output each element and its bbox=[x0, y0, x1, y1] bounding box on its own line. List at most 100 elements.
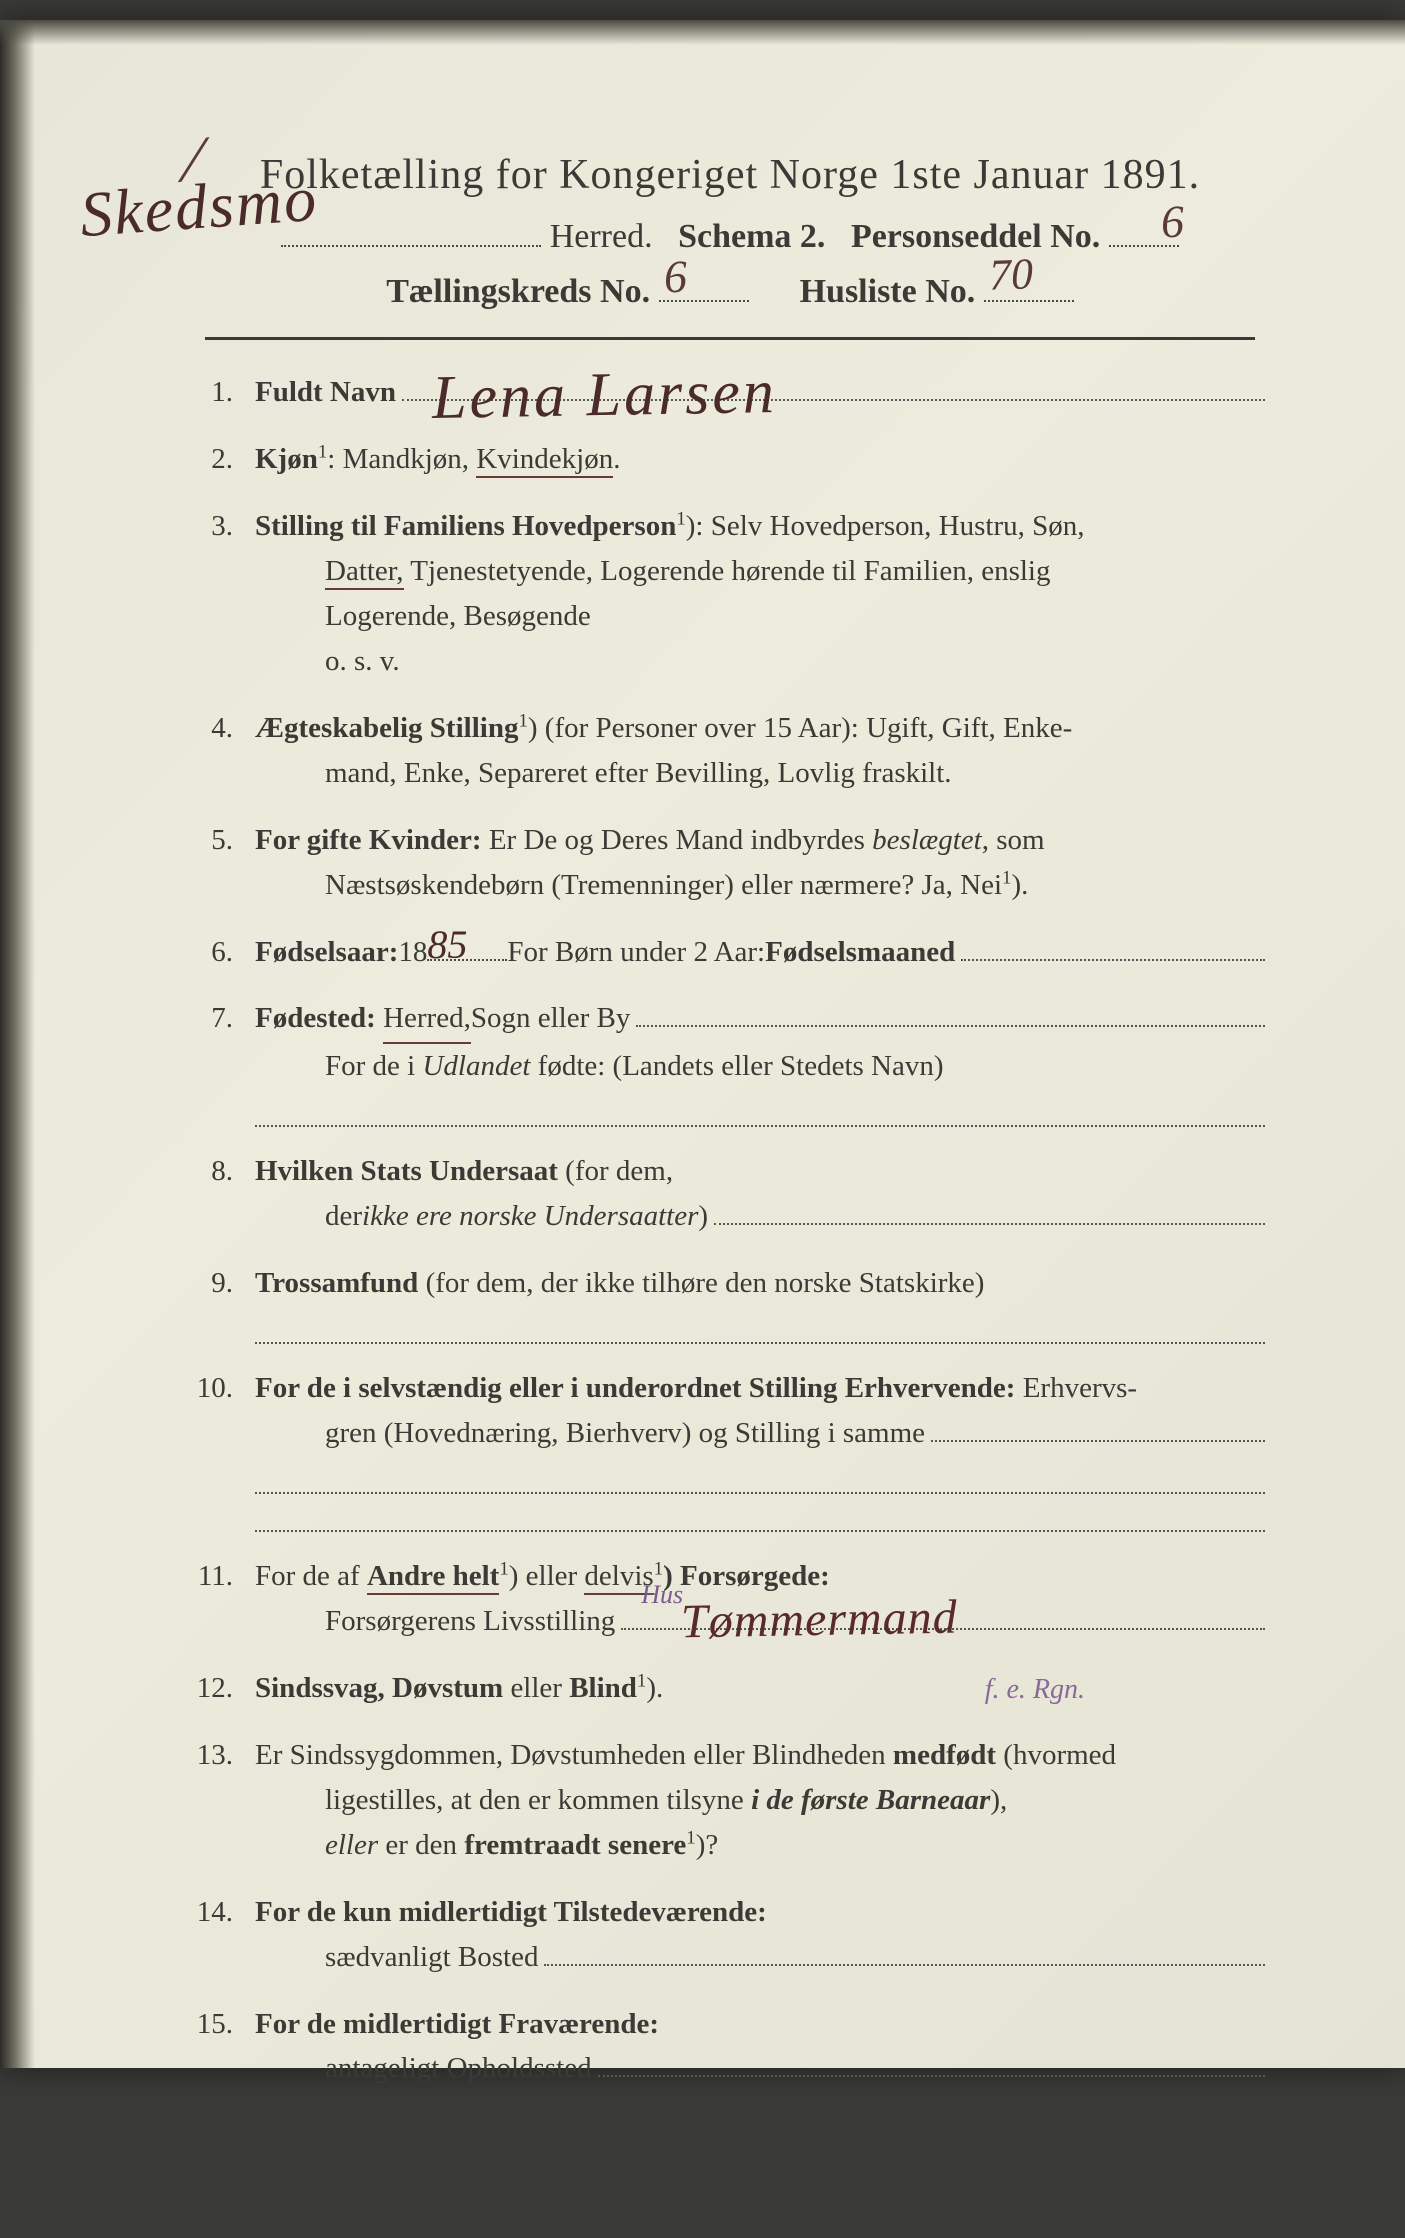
kreds-slot: 6 bbox=[659, 268, 749, 302]
label-opholdssted: antageligt Opholdssted bbox=[325, 2046, 592, 2091]
sup: 1 bbox=[499, 1558, 508, 1579]
dotted-line bbox=[255, 1099, 1265, 1127]
item-body: Trossamfund (for dem, der ikke tilhøre d… bbox=[255, 1261, 1265, 1344]
item-body: For de kun midlertidigt Tilstedeværende:… bbox=[255, 1890, 1265, 1980]
text: (for dem, der ikke tilhøre den norske St… bbox=[418, 1267, 984, 1299]
text: (for dem, bbox=[558, 1155, 673, 1187]
sup: 1 bbox=[637, 1670, 646, 1691]
text: For Børn under 2 Aar: bbox=[507, 930, 765, 975]
form-header: Folketælling for Kongeriget Norge 1ste J… bbox=[175, 150, 1285, 319]
item-8: 8. Hvilken Stats Undersaat (for dem, der… bbox=[185, 1149, 1265, 1239]
item-body: For de i selvstændig eller i underordnet… bbox=[255, 1366, 1265, 1532]
label-trossamfund: Trossamfund bbox=[255, 1267, 418, 1299]
item-3: 3. Stilling til Familiens Hovedperson1):… bbox=[185, 504, 1265, 684]
handwritten-personseddel-no: 6 bbox=[1159, 185, 1185, 259]
label-sindssvag: Sindssvag, Døvstum bbox=[255, 1672, 503, 1704]
label-fodested: Fødested: bbox=[255, 996, 376, 1041]
sup: 1 bbox=[686, 1827, 695, 1848]
header-rule bbox=[205, 337, 1255, 340]
tail: ). bbox=[1011, 869, 1028, 901]
line1: Fødested: Herred, Sogn eller By bbox=[255, 996, 1265, 1044]
item-num: 4. bbox=[185, 706, 255, 751]
label-aegteskab: Ægteskabelig Stilling bbox=[255, 712, 518, 744]
personseddel-slot: 6 bbox=[1109, 213, 1179, 247]
herred-label: Herred. bbox=[550, 218, 653, 255]
year-slot: 85 bbox=[427, 932, 507, 961]
dotted-line bbox=[255, 1466, 1265, 1494]
census-form-page: ⟋ Skedsmo Folketælling for Kongeriget No… bbox=[0, 20, 1405, 2068]
dotted-line bbox=[255, 1504, 1265, 1532]
text: ): Selv Hovedperson, Hustru, Søn, bbox=[686, 510, 1085, 542]
text: ), bbox=[990, 1784, 1007, 1816]
italic: ikke ere norske Undersaatter bbox=[362, 1194, 698, 1239]
livsstilling-slot: Hus Tømmermand bbox=[621, 1605, 1265, 1630]
tail: ). bbox=[646, 1672, 663, 1704]
line2: mand, Enke, Separeret efter Bevilling, L… bbox=[255, 751, 1265, 796]
selected-herred: Herred, bbox=[383, 996, 471, 1044]
text: : Mandkjøn, bbox=[327, 443, 476, 475]
item-num: 2. bbox=[185, 437, 255, 482]
label-bosted: sædvanligt Bosted bbox=[325, 1935, 538, 1980]
item-body: Fødested: Herred, Sogn eller By For de i… bbox=[255, 996, 1265, 1127]
item-1: 1. Fuldt Navn Lena Larsen bbox=[185, 370, 1265, 415]
handwritten-occupation: Tømmermand bbox=[681, 1581, 959, 1660]
selected-datter: Datter, bbox=[325, 555, 404, 590]
item-6: 6. Fødselsaar: 18 85 For Børn under 2 Aa… bbox=[185, 930, 1265, 975]
label-fodselsaar: Fødselsaar: bbox=[255, 930, 398, 975]
line2: For de i Udlandet fødte: (Landets eller … bbox=[255, 1044, 1265, 1089]
item-num: 8. bbox=[185, 1149, 255, 1194]
italic: eller bbox=[325, 1829, 378, 1861]
label-kjon: Kjøn bbox=[255, 443, 318, 475]
sup: 1 bbox=[518, 710, 527, 731]
item-num: 14. bbox=[185, 1890, 255, 1935]
text: ) bbox=[698, 1194, 708, 1239]
label-blind: Blind bbox=[569, 1672, 637, 1704]
line3: eller er den fremtraadt senere1)? bbox=[255, 1823, 1265, 1868]
handwritten-hus: Hus bbox=[641, 1575, 683, 1615]
line3: Logerende, Besøgende bbox=[255, 594, 1265, 639]
text: Tjenestetyende, Logerende hørende til Fa… bbox=[404, 555, 1051, 587]
item-13: 13. Er Sindssygdommen, Døvstumheden elle… bbox=[185, 1733, 1265, 1868]
item-num: 9. bbox=[185, 1261, 255, 1306]
item-14: 14. For de kun midlertidigt Tilstedevære… bbox=[185, 1890, 1265, 1980]
label-stilling: Stilling til Familiens Hovedperson bbox=[255, 510, 676, 542]
name-slot: Lena Larsen bbox=[402, 377, 1265, 402]
label-tilstedevarende: For de kun midlertidigt Tilstedeværende: bbox=[255, 1896, 767, 1928]
text: Næstsøskendebørn (Tremenninger) eller næ… bbox=[325, 869, 1002, 901]
item-body: Sindssvag, Døvstum eller Blind1). f. e. … bbox=[255, 1666, 1265, 1711]
label-fodselsmaaned: Fødselsmaaned bbox=[765, 930, 955, 975]
slot bbox=[931, 1417, 1265, 1442]
item-num: 5. bbox=[185, 818, 255, 863]
label-forsorger: Forsørgerens Livsstilling bbox=[325, 1599, 615, 1644]
personseddel-label: Personseddel No. bbox=[851, 218, 1100, 255]
text: (hvormed bbox=[996, 1739, 1116, 1771]
dotted-line bbox=[255, 1316, 1265, 1344]
schema-label: Schema 2. bbox=[678, 218, 825, 255]
item-9: 9. Trossamfund (for dem, der ikke tilhør… bbox=[185, 1261, 1265, 1344]
item-2: 2. Kjøn1: Mandkjøn, Kvindekjøn. bbox=[185, 437, 1265, 482]
text: eller bbox=[503, 1672, 569, 1704]
item-body: Hvilken Stats Undersaat (for dem, der ik… bbox=[255, 1149, 1265, 1239]
text: , som bbox=[982, 824, 1045, 856]
item-body: For de midlertidigt Fraværende: antageli… bbox=[255, 2002, 1265, 2092]
kreds-label: Tællingskreds No. bbox=[386, 273, 650, 310]
line4: o. s. v. bbox=[255, 639, 1265, 684]
text: ) eller bbox=[509, 1560, 585, 1592]
item-11: 11. For de af Andre helt1) eller delvis1… bbox=[185, 1554, 1265, 1644]
selected-kvindekjon: Kvindekjøn bbox=[476, 443, 613, 478]
item-num: 13. bbox=[185, 1733, 255, 1778]
text: Er Sindssygdommen, Døvstumheden eller Bl… bbox=[255, 1739, 893, 1771]
item-body: Fødselsaar: 18 85 For Børn under 2 Aar: … bbox=[255, 930, 1265, 975]
item-body: For de af Andre helt1) eller delvis1) Fo… bbox=[255, 1554, 1265, 1644]
item-body: For gifte Kvinder: Er De og Deres Mand i… bbox=[255, 818, 1265, 908]
label-fuldt-navn: Fuldt Navn bbox=[255, 370, 396, 415]
items-list: 1. Fuldt Navn Lena Larsen 2. Kjøn1: Mand… bbox=[175, 370, 1285, 2091]
item-body: Er Sindssygdommen, Døvstumheden eller Bl… bbox=[255, 1733, 1265, 1868]
text: For de i bbox=[325, 1050, 422, 1082]
text: gren (Hovednæring, Bierhverv) og Stillin… bbox=[325, 1411, 925, 1456]
italic: beslægtet bbox=[872, 824, 982, 856]
handwritten-kreds-no: 6 bbox=[662, 239, 688, 313]
italic: i de første Barneaar bbox=[751, 1784, 990, 1816]
item-num: 7. bbox=[185, 996, 255, 1041]
handwritten-husliste-no: 70 bbox=[988, 239, 1034, 311]
